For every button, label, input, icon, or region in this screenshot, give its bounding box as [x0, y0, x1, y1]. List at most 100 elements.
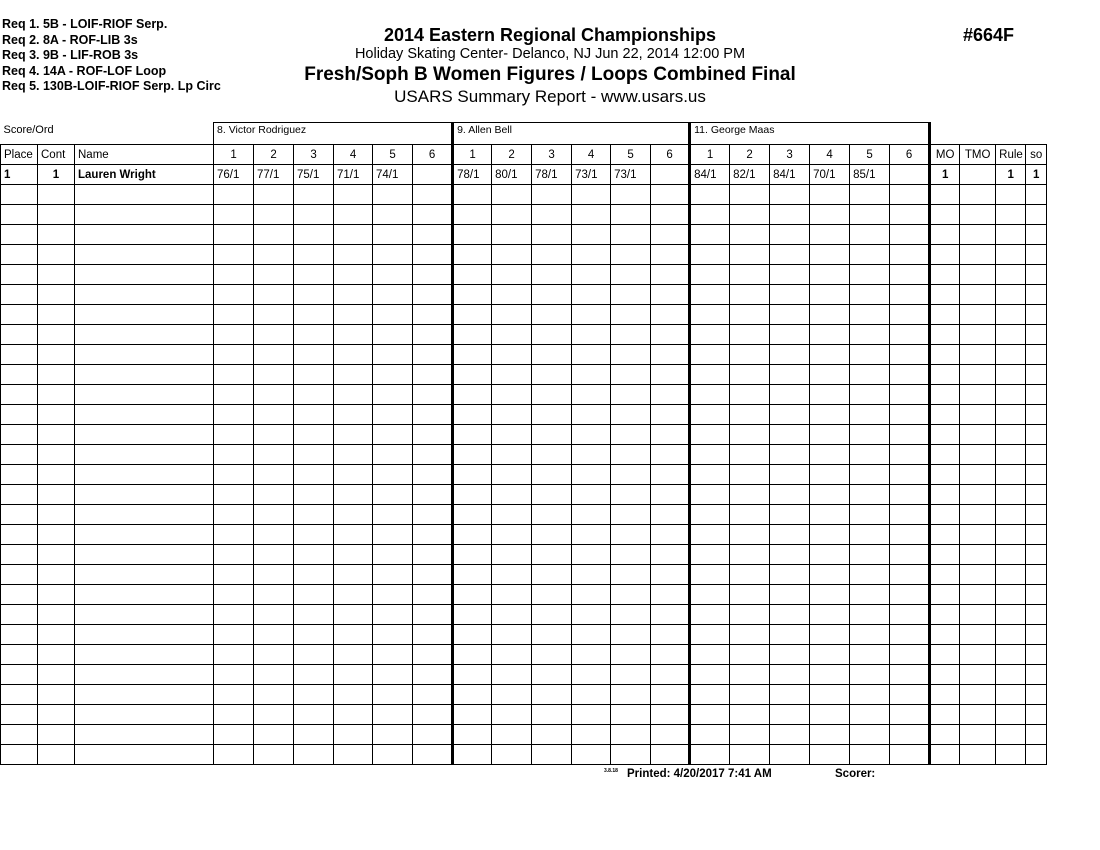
empty-cell: [729, 404, 771, 425]
empty-cell: [688, 684, 731, 705]
requirements-list: Req 1. 5B - LOIF-RIOF Serp. Req 2. 8A - R…: [2, 17, 221, 95]
empty-cell: [729, 324, 771, 345]
empty-cell: [1025, 504, 1048, 525]
empty-cell: [571, 624, 612, 645]
empty-cell: [1025, 564, 1048, 585]
empty-cell: [995, 604, 1027, 625]
empty-cell: [610, 584, 652, 605]
empty-cell: [849, 304, 891, 325]
score: 71/1: [333, 164, 374, 185]
score: 70/1: [809, 164, 851, 185]
empty-cell: [531, 724, 573, 745]
empty-cell: [769, 744, 811, 765]
empty-cell: [1025, 624, 1048, 645]
empty-cell: [0, 264, 38, 285]
empty-cell: [889, 744, 931, 765]
empty-cell: [928, 664, 961, 685]
empty-cell: [491, 464, 533, 485]
empty-cell: [1025, 484, 1048, 505]
empty-cell: [610, 744, 652, 765]
empty-cell: [995, 324, 1027, 345]
empty-cell: [253, 604, 295, 625]
empty-cell: [928, 604, 961, 625]
empty-cell: [73, 204, 215, 225]
col-figure: 2: [729, 144, 771, 165]
empty-cell: [849, 584, 891, 605]
score: 84/1: [769, 164, 811, 185]
empty-cell: [650, 524, 691, 545]
empty-cell: [293, 464, 335, 485]
empty-cell: [650, 344, 691, 365]
empty-row: [0, 424, 1048, 445]
empty-cell: [412, 404, 454, 425]
empty-cell: [610, 624, 652, 645]
empty-cell: [37, 564, 75, 585]
empty-cell: [650, 204, 691, 225]
empty-cell: [213, 664, 255, 685]
col-figure: 4: [809, 144, 851, 165]
empty-cell: [37, 264, 75, 285]
empty-cell: [610, 304, 652, 325]
empty-cell: [333, 304, 374, 325]
empty-cell: [571, 544, 612, 565]
column-header-row: Place Cont Name 1 2 3 4 5 6 1 2 3 4 5 6 1 2 3 4 5 6 MO TMO Rule…: [0, 144, 1048, 165]
empty-cell: [769, 664, 811, 685]
empty-cell: [531, 544, 573, 565]
empty-cell: [451, 524, 493, 545]
empty-row: [0, 244, 1048, 265]
empty-cell: [959, 584, 997, 605]
empty-cell: [650, 464, 691, 485]
empty-cell: [491, 444, 533, 465]
empty-cell: [809, 704, 851, 725]
empty-cell: [0, 584, 38, 605]
empty-cell: [37, 644, 75, 665]
empty-cell: [73, 444, 215, 465]
empty-cell: [995, 564, 1027, 585]
empty-cell: [37, 364, 75, 385]
empty-cell: [849, 644, 891, 665]
empty-cell: [372, 584, 414, 605]
empty-cell: [571, 244, 612, 265]
empty-cell: [37, 224, 75, 245]
empty-cell: [333, 324, 374, 345]
empty-cell: [37, 744, 75, 765]
empty-cell: [959, 444, 997, 465]
empty-cell: [293, 264, 335, 285]
empty-cell: [849, 404, 891, 425]
empty-cell: [959, 624, 997, 645]
empty-cell: [451, 244, 493, 265]
empty-cell: [928, 184, 961, 205]
empty-row: [0, 264, 1048, 285]
col-figure: 5: [610, 144, 652, 165]
empty-cell: [372, 604, 414, 625]
empty-cell: [889, 444, 931, 465]
empty-cell: [491, 424, 533, 445]
empty-cell: [412, 604, 454, 625]
empty-cell: [889, 224, 931, 245]
empty-cell: [889, 584, 931, 605]
score: [412, 164, 454, 185]
empty-cell: [610, 224, 652, 245]
empty-cell: [769, 264, 811, 285]
empty-cell: [37, 704, 75, 725]
empty-cell: [213, 544, 255, 565]
empty-cell: [928, 704, 961, 725]
empty-cell: [849, 564, 891, 585]
empty-cell: [412, 584, 454, 605]
empty-cell: [372, 544, 414, 565]
empty-cell: [293, 204, 335, 225]
empty-cell: [0, 344, 38, 365]
empty-cell: [333, 444, 374, 465]
empty-cell: [849, 684, 891, 705]
empty-cell: [889, 264, 931, 285]
empty-row: [0, 624, 1048, 645]
empty-cell: [849, 204, 891, 225]
report-name: USARS Summary Report - www.usars.us: [394, 87, 706, 106]
empty-cell: [491, 524, 533, 545]
empty-cell: [1025, 284, 1048, 305]
col-so: so: [1025, 144, 1048, 165]
empty-cell: [412, 204, 454, 225]
score: 75/1: [293, 164, 335, 185]
empty-row: [0, 504, 1048, 525]
empty-cell: [253, 464, 295, 485]
